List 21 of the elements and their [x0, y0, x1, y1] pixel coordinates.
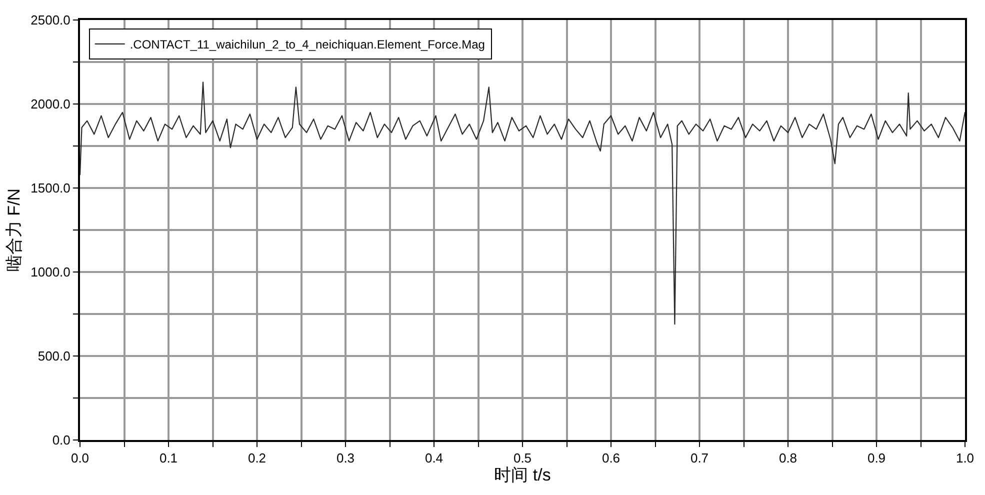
legend-label: .CONTACT_11_waichilun_2_to_4_neichiquan.Element_Force.Mag	[130, 38, 485, 52]
y-tick-label: 500.0	[38, 348, 70, 364]
x-tick-label: 0.5	[513, 450, 532, 466]
x-tick-label: 0.8	[778, 450, 798, 466]
x-tick-label: 0.9	[867, 450, 886, 466]
x-tick-label: 0.4	[424, 450, 444, 466]
line-series	[80, 82, 965, 325]
y-tick-label: 1500.0	[30, 180, 70, 196]
x-tick-label: 0.0	[70, 450, 90, 466]
x-tick-label: 0.2	[248, 450, 266, 466]
x-axis-title: 时间 t/s	[494, 466, 551, 485]
x-tick-label: 1.0	[956, 450, 974, 466]
x-tick-label: 0.3	[336, 450, 355, 466]
x-tick-label: 0.6	[602, 450, 620, 466]
x-tick-label: 0.7	[690, 450, 709, 466]
y-tick-label: 0.0	[52, 432, 70, 448]
x-tick-label: 0.1	[159, 450, 178, 466]
y-tick-label: 2500.0	[30, 12, 70, 28]
y-axis-title: 啮合力 F/N	[4, 188, 24, 272]
y-tick-label: 2000.0	[30, 96, 70, 112]
y-tick-label: 1000.0	[30, 264, 70, 280]
